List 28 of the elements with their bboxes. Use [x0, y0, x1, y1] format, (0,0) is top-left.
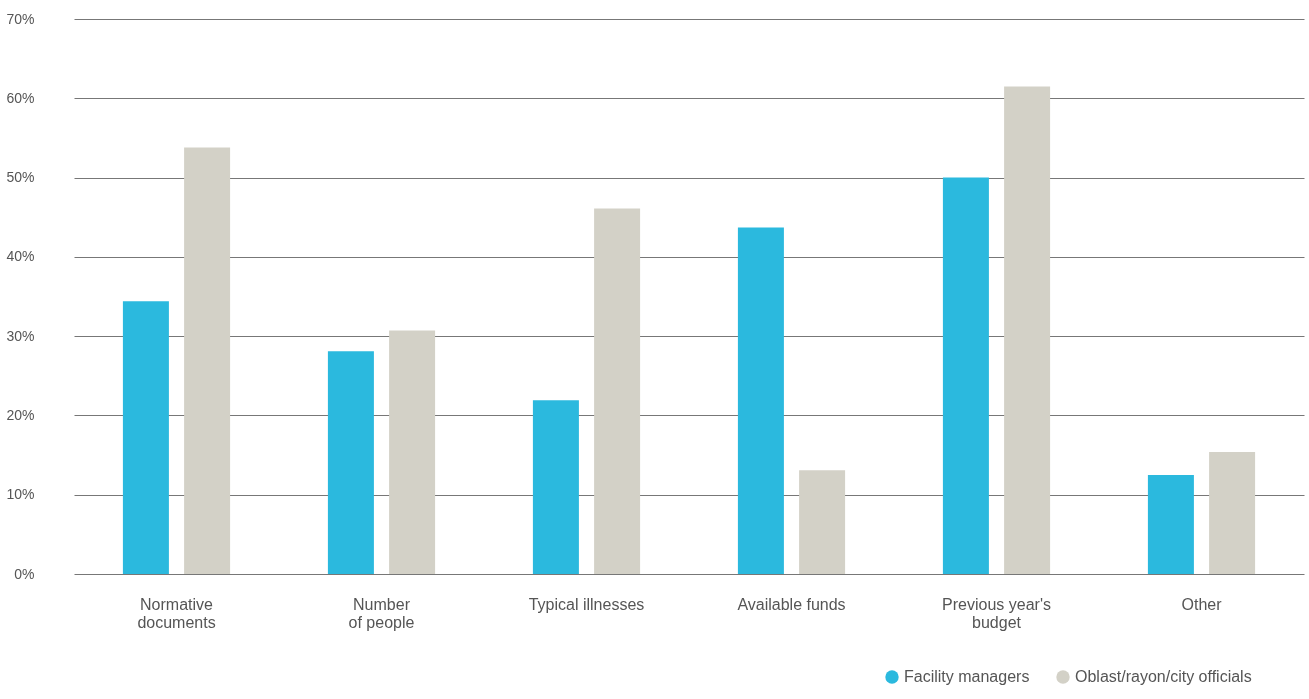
y-tick-label: 0% — [14, 565, 35, 582]
y-tick-label: 70% — [6, 10, 35, 27]
y-tick-label: 60% — [6, 89, 35, 106]
x-tick-label: Other — [1181, 595, 1223, 613]
legend-label: Oblast/rayon/city officials — [1075, 668, 1252, 685]
bar — [532, 400, 579, 574]
bar — [942, 177, 989, 574]
bar — [389, 330, 436, 574]
y-tick-label: 20% — [6, 406, 35, 423]
legend-label: Facility managers — [904, 668, 1030, 685]
bar — [799, 470, 846, 574]
y-tick-label: 50% — [6, 169, 35, 186]
x-tick-label: Previous year's budget — [942, 595, 1051, 631]
x-tick-label: Normative documents — [137, 595, 216, 631]
bar — [1147, 474, 1194, 574]
y-tick-label: 40% — [6, 248, 35, 265]
y-tick-label: 10% — [6, 486, 35, 503]
bar — [184, 147, 231, 574]
x-tick-label: Typical illnesses — [528, 595, 645, 613]
bar — [327, 351, 374, 574]
bar — [737, 227, 784, 574]
bar — [1209, 451, 1256, 574]
x-tick-label: Number of people — [348, 595, 415, 631]
x-tick-label: Available funds — [737, 595, 846, 613]
bar — [122, 301, 169, 574]
y-tick-label: 30% — [6, 327, 35, 344]
bar — [1004, 86, 1051, 574]
bar — [594, 208, 641, 574]
